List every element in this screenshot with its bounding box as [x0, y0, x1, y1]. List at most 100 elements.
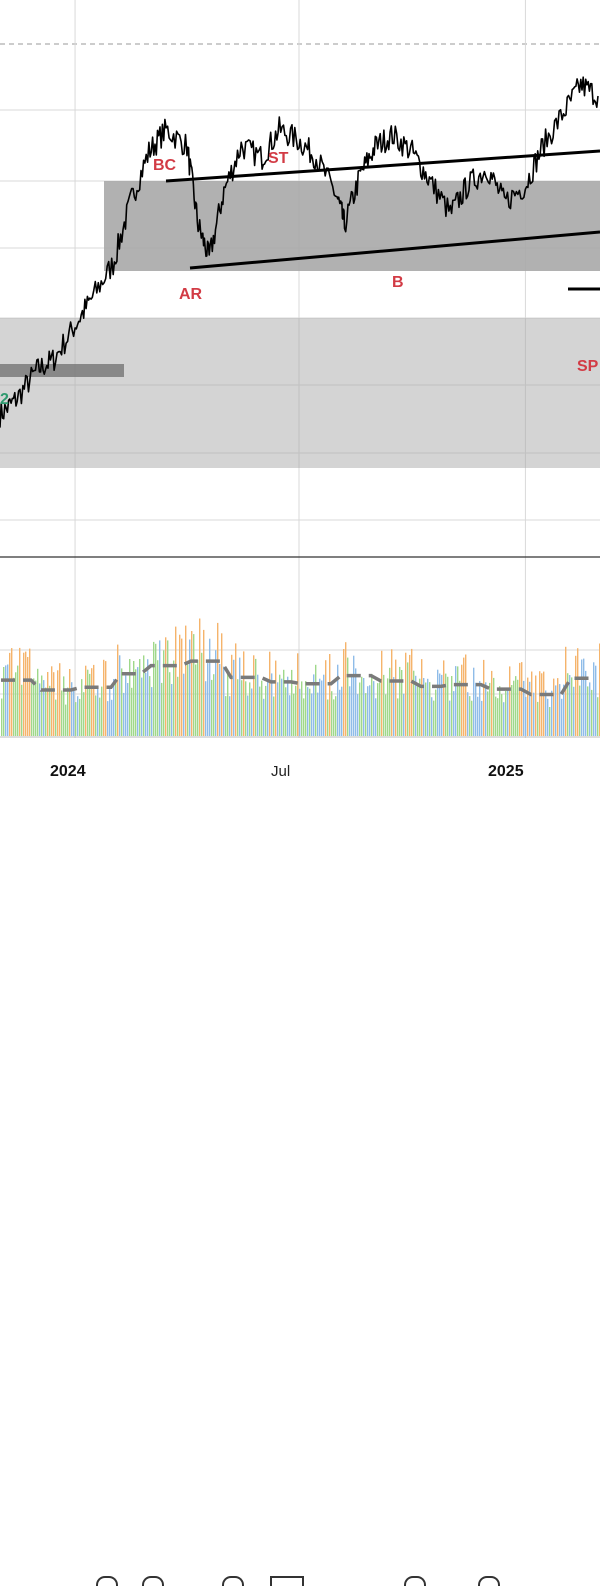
toolbar-icon[interactable] — [96, 1576, 118, 1586]
volume-bar — [441, 674, 443, 736]
volume-bar — [243, 651, 245, 736]
volume-bar — [49, 685, 51, 736]
volume-bar — [281, 678, 283, 736]
volume-bar — [491, 670, 493, 736]
volume-bar — [595, 665, 597, 736]
volume-bar — [355, 668, 357, 736]
volume-bar — [153, 641, 155, 736]
volume-bar — [221, 633, 223, 736]
volume-bar — [149, 676, 151, 736]
volume-bar — [137, 667, 139, 736]
volume-bar — [345, 642, 347, 736]
toolbar-icon[interactable] — [404, 1576, 426, 1586]
volume-bar — [95, 695, 97, 736]
volume-bar — [455, 666, 457, 736]
volume-bar — [367, 686, 369, 736]
volume-bar — [133, 661, 135, 736]
volume-bar — [377, 683, 379, 736]
volume-bar — [121, 668, 123, 736]
volume-bar — [51, 666, 53, 736]
volume-bar — [453, 691, 455, 736]
channel-upper-line — [165, 149, 600, 183]
volume-bar — [407, 662, 409, 736]
volume-bar — [513, 680, 515, 736]
volume-bar — [127, 683, 129, 736]
toolbar-icon[interactable] — [270, 1576, 304, 1586]
volume-bar — [443, 660, 445, 736]
volume-bar — [151, 687, 153, 736]
volume-bar — [227, 672, 229, 736]
volume-bar — [457, 666, 459, 736]
volume-bar — [15, 672, 17, 736]
volume-bar — [217, 622, 219, 736]
volume-bar — [305, 681, 307, 736]
volume-bar — [159, 640, 161, 736]
volume-bar — [203, 629, 205, 736]
volume-bar — [469, 696, 471, 736]
volume-bar — [17, 665, 19, 736]
volume-bar — [593, 662, 595, 736]
volume-bar — [419, 678, 421, 736]
volume-bar — [523, 680, 525, 736]
volume-bar — [103, 659, 105, 736]
volume-bar — [435, 689, 437, 736]
volume-bar — [535, 675, 537, 736]
volume-bar — [161, 682, 163, 736]
volume-bar — [107, 701, 109, 736]
volume-bar — [311, 693, 313, 736]
volume-bar — [163, 650, 165, 736]
annotation-sp: SP — [577, 358, 599, 375]
volume-bar — [119, 655, 121, 736]
volume-bar — [557, 678, 559, 736]
volume-bar — [155, 643, 157, 736]
volume-bar — [505, 691, 507, 736]
volume-bar — [527, 677, 529, 736]
volume-bar — [533, 692, 535, 736]
x-axis: 2024 Jul 2025 — [50, 763, 524, 780]
volume-bar — [167, 640, 169, 736]
toolbar-icon[interactable] — [222, 1576, 244, 1586]
volume-bar — [237, 679, 239, 736]
toolbar-icon[interactable] — [142, 1576, 164, 1586]
volume-bar — [73, 689, 75, 736]
volume-bar — [129, 659, 131, 736]
volume-bar — [317, 692, 319, 736]
volume-bar — [271, 673, 273, 736]
volume-bar — [87, 669, 89, 736]
toolbar-icon[interactable] — [478, 1576, 500, 1586]
volume-bar — [19, 647, 21, 736]
volume-bar — [89, 673, 91, 736]
volume-bar — [25, 651, 27, 736]
volume-bar — [173, 660, 175, 736]
volume-bar — [183, 673, 185, 736]
volume-bar — [43, 680, 45, 736]
volume-bar — [585, 670, 587, 736]
volume-bar — [431, 697, 433, 736]
volume-bar — [283, 669, 285, 736]
volume-bar — [449, 700, 451, 736]
volume-bar — [537, 701, 539, 736]
volume-bar — [213, 674, 215, 736]
volume-bar — [91, 668, 93, 736]
volume-bar — [477, 696, 479, 736]
x-tick-label: Jul — [271, 763, 290, 780]
volume-bar — [211, 679, 213, 736]
volume-bar — [33, 678, 35, 736]
volume-bar — [293, 693, 295, 736]
volume-bar — [405, 652, 407, 736]
volume-bar — [225, 696, 227, 736]
volume-bar — [131, 687, 133, 736]
support-marker-bar — [0, 364, 124, 377]
volume-bar — [471, 700, 473, 736]
volume-bar — [105, 661, 107, 736]
volume-bar — [97, 687, 99, 736]
volume-bar — [35, 680, 37, 736]
volume-bar — [351, 676, 353, 736]
volume-bar — [267, 681, 269, 736]
volume-bar — [499, 686, 501, 736]
volume-bar — [277, 682, 279, 736]
volume-bar — [197, 659, 199, 736]
volume-bar — [139, 659, 141, 736]
volume-bar — [423, 678, 425, 736]
volume-bar — [483, 659, 485, 736]
